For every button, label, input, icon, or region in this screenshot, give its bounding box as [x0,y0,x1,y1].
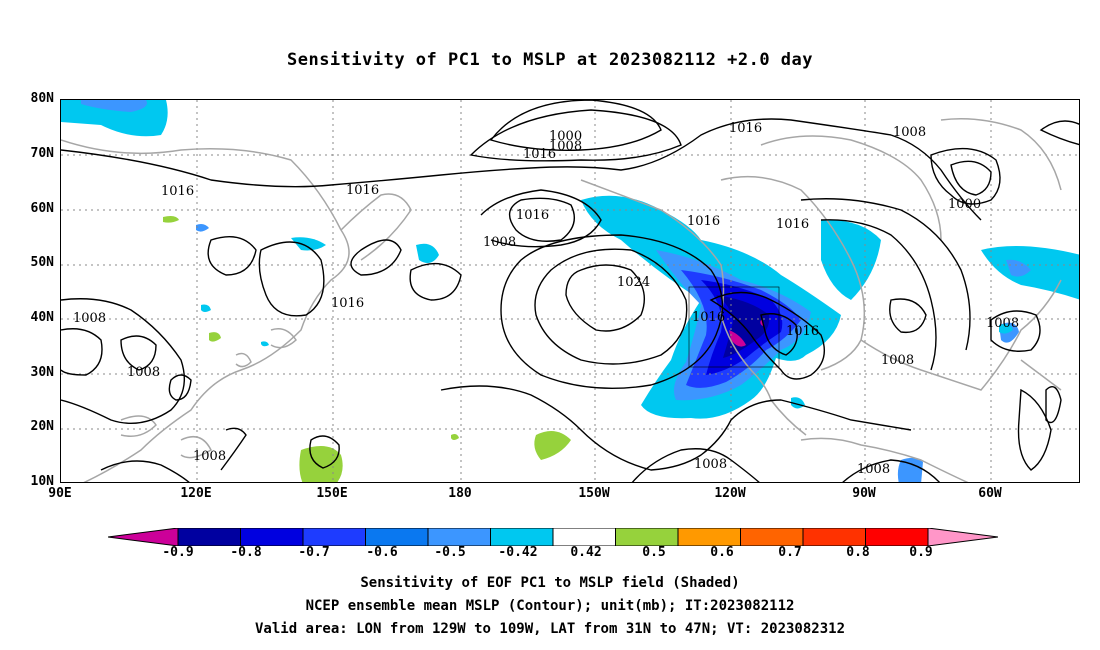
map-canvas: 1000 1008 1016 1016 1008 1016 1016 1016 … [61,100,1079,482]
contour-label: 1016 [729,121,762,136]
contour-label: 1008 [857,462,890,477]
contour-label: 1016 [331,296,364,311]
colorbar-label: 0.6 [710,545,734,560]
lat-label-60n: 60N [30,201,54,216]
caption-line-3: Valid area: LON from 129W to 109W, LAT f… [254,621,845,637]
contour-label: 1016 [692,310,725,325]
lat-label-10n: 10N [30,474,54,489]
lon-label-90w: 90W [852,486,876,501]
lat-label-30n: 30N [30,365,54,380]
lon-label-120e: 120E [180,486,212,501]
colorbar-cell [177,528,241,546]
contour-label: 1008 [986,316,1019,331]
colorbar [108,528,998,546]
colorbar-cell [740,528,804,546]
contour-label: 1000 [948,197,981,212]
caption-line-2: NCEP ensemble mean MSLP (Contour); unit(… [305,598,795,614]
colorbar-label: 0.5 [642,545,666,560]
mslp-contours [61,100,1079,482]
map-gridlines [61,100,1079,482]
colorbar-cell [108,528,179,546]
contour-label: 1008 [73,311,106,326]
colorbar-label: -0.9 [162,545,194,560]
colorbar-cell [802,528,866,546]
contour-label: 1000 [549,129,582,144]
contour-label: 1008 [881,353,914,368]
colorbar-cell [490,528,554,546]
contour-label: 1008 [127,365,160,380]
contour-label: 1016 [346,183,379,198]
colorbar-cell [365,528,429,546]
colorbar-label: 0.7 [778,545,802,560]
lon-label-150w: 150W [578,486,610,501]
colorbar-cell [865,528,929,546]
lat-label-40n: 40N [30,310,54,325]
contour-label: 1016 [516,208,549,223]
colorbar-cells [108,528,998,546]
lon-label-180: 180 [448,486,472,501]
colorbar-label: -0.8 [230,545,262,560]
colorbar-cell [427,528,491,546]
sensitivity-shading [61,100,1079,482]
lon-label-60w: 60W [978,486,1002,501]
colorbar-cell [615,528,679,546]
lat-label-70n: 70N [30,146,54,161]
contour-label: 1016 [776,217,809,232]
contour-label: 1008 [193,449,226,464]
contour-label: 1024 [617,275,650,290]
colorbar-label: -0.42 [498,545,538,560]
contour-labels: 1000 1008 1016 1016 1008 1016 1016 1016 … [73,121,1019,477]
contour-label: 1016 [786,324,819,339]
contour-label: 1016 [523,147,556,162]
contour-label: 1008 [483,235,516,250]
lat-label-50n: 50N [30,255,54,270]
colorbar-label: -0.5 [434,545,466,560]
colorbar-cell [552,528,616,546]
lon-label-90e: 90E [48,486,72,501]
lat-label-80n: 80N [30,91,54,106]
lon-label-150e: 150E [316,486,348,501]
contour-label: 1008 [694,457,727,472]
colorbar-cell [927,528,998,546]
valid-area-box [688,286,780,368]
contour-label: 1008 [893,125,926,140]
chart-title: Sensitivity of PC1 to MSLP at 2023082112… [286,50,813,70]
colorbar-cell [677,528,741,546]
caption-line-1: Sensitivity of EOF PC1 to MSLP field (Sh… [360,575,740,591]
contour-label: 1016 [687,214,720,229]
map-panel[interactable]: 1000 1008 1016 1016 1008 1016 1016 1016 … [60,99,1080,483]
colorbar-label: -0.6 [366,545,398,560]
colorbar-cell [302,528,366,546]
colorbar-label: 0.42 [570,545,602,560]
colorbar-label: -0.7 [298,545,330,560]
colorbar-label: 0.9 [909,545,933,560]
contour-label: 1008 [549,139,582,154]
lon-label-120w: 120W [714,486,746,501]
colorbar-cell [240,528,304,546]
lat-label-20n: 20N [30,419,54,434]
coastlines [61,118,1062,482]
colorbar-label: 0.8 [846,545,870,560]
contour-label: 1016 [161,184,194,199]
